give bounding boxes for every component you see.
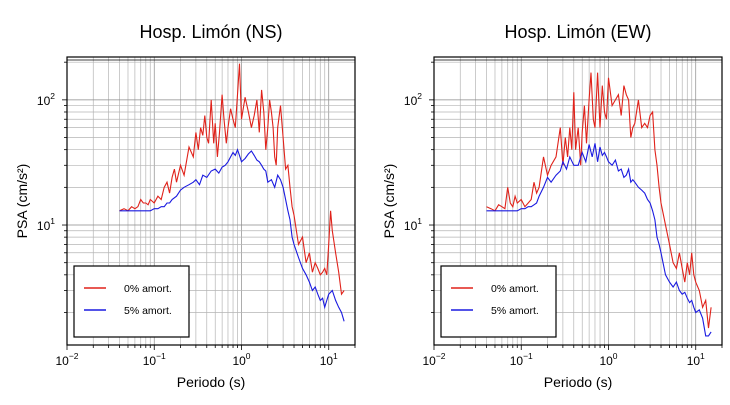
y-axis-label: PSA (cm/s²) [14,164,30,239]
legend-box [440,265,557,338]
x-tick-label: 101 [320,351,338,368]
legend-label: 5% amort. [124,305,172,317]
plot-frame [433,56,723,346]
legend-label: 0% amort. [124,283,172,295]
legend-box [73,265,190,338]
chart-panel-ns: 10−2 10−1 100 101 101 102 Hosp. Limón (NS) Peri… [14,22,356,390]
y-tick-label: 102 [37,91,55,108]
series-line-0pct [119,63,345,296]
legend-label: 0% amort. [491,283,539,295]
x-tick-label: 101 [687,351,705,368]
x-tick-label: 10−2 [422,351,445,368]
series-line-5pct [119,148,345,322]
series-line-0pct [486,72,712,329]
x-tick-label: 10−1 [510,351,533,368]
x-axis-label: Periodo (s) [177,374,245,390]
grid [67,57,355,345]
chart-title: Hosp. Limón (NS) [139,22,282,42]
plot-frame [66,56,356,346]
x-tick-label: 100 [599,351,617,368]
x-axis-label: Periodo (s) [544,374,612,390]
chart-title: Hosp. Limón (EW) [504,22,651,42]
y-tick-label: 101 [404,216,422,233]
x-tick-label: 10−1 [143,351,166,368]
legend: 0% amort. 5% amort. [440,265,557,338]
y-tick-label: 101 [37,216,55,233]
chart-panel-ew: 10−2 10−1 100 101 101 102 Hosp. Limón (EW) Peri… [381,22,723,390]
x-tick-label: 10−2 [55,351,78,368]
y-axis-label: PSA (cm/s²) [381,164,397,239]
x-tick-label: 100 [232,351,250,368]
legend: 0% amort. 5% amort. [73,265,190,338]
legend-label: 5% amort. [491,305,539,317]
y-tick-label: 102 [404,91,422,108]
series-line-5pct [486,143,712,337]
